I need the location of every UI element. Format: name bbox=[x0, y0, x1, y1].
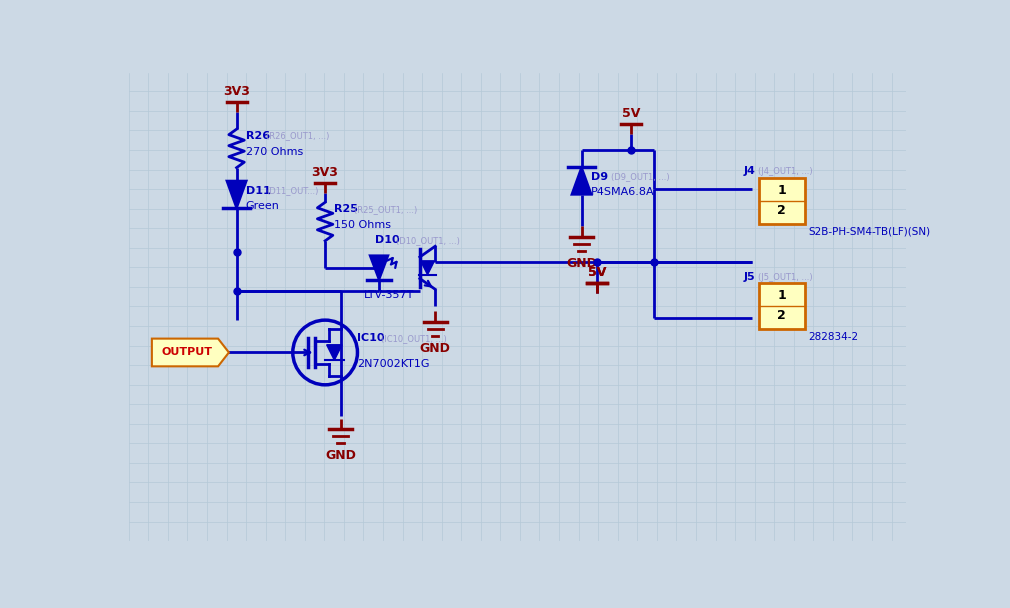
Text: D11: D11 bbox=[245, 186, 271, 196]
Text: (J4_OUT1, ...): (J4_OUT1, ...) bbox=[758, 167, 812, 176]
Polygon shape bbox=[420, 261, 434, 275]
Text: 270 Ohms: 270 Ohms bbox=[245, 147, 303, 157]
Text: OUTPUT: OUTPUT bbox=[161, 347, 212, 358]
Text: 1: 1 bbox=[778, 289, 786, 302]
Text: LTV-357T: LTV-357T bbox=[364, 290, 414, 300]
Text: P4SMA6.8A: P4SMA6.8A bbox=[591, 187, 654, 198]
Polygon shape bbox=[370, 255, 388, 280]
FancyBboxPatch shape bbox=[759, 178, 805, 224]
Text: 1: 1 bbox=[778, 184, 786, 196]
Text: 5V: 5V bbox=[588, 266, 606, 279]
Text: D9: D9 bbox=[591, 172, 608, 182]
Text: 2: 2 bbox=[778, 204, 786, 216]
Text: 150 Ohms: 150 Ohms bbox=[334, 221, 391, 230]
Text: GND: GND bbox=[566, 257, 597, 270]
Text: (R26_OUT1, ...): (R26_OUT1, ...) bbox=[266, 131, 329, 140]
Polygon shape bbox=[226, 181, 246, 209]
Text: Green: Green bbox=[245, 201, 280, 211]
Text: J4: J4 bbox=[743, 166, 755, 176]
Text: (R25_OUT1, ...): (R25_OUT1, ...) bbox=[355, 205, 418, 214]
Text: 2N7002KT1G: 2N7002KT1G bbox=[358, 359, 430, 368]
Text: D10: D10 bbox=[375, 235, 400, 244]
Text: (J5_OUT1, ...): (J5_OUT1, ...) bbox=[758, 272, 812, 282]
Text: GND: GND bbox=[325, 449, 356, 463]
FancyBboxPatch shape bbox=[759, 283, 805, 330]
Text: (D9_OUT1, ...): (D9_OUT1, ...) bbox=[611, 173, 670, 181]
Text: 282834-2: 282834-2 bbox=[808, 332, 858, 342]
Text: R25: R25 bbox=[334, 204, 359, 214]
Text: 5V: 5V bbox=[588, 266, 606, 279]
Text: R26: R26 bbox=[245, 131, 270, 141]
Text: (D10_OUT1, ...): (D10_OUT1, ...) bbox=[396, 236, 460, 244]
Text: 3V3: 3V3 bbox=[312, 166, 338, 179]
Text: (IC10_OUT1, ...): (IC10_OUT1, ...) bbox=[381, 334, 446, 344]
Text: 5V: 5V bbox=[621, 107, 640, 120]
Text: GND: GND bbox=[420, 342, 450, 354]
Text: 3V3: 3V3 bbox=[223, 85, 250, 98]
Text: IC10: IC10 bbox=[358, 333, 385, 344]
Polygon shape bbox=[572, 167, 592, 195]
Text: J5: J5 bbox=[744, 272, 755, 282]
Text: (D11_OUT...): (D11_OUT...) bbox=[266, 186, 318, 195]
Polygon shape bbox=[152, 339, 229, 367]
Text: 2: 2 bbox=[778, 309, 786, 322]
Polygon shape bbox=[326, 345, 342, 360]
Text: S2B-PH-SM4-TB(LF)(SN): S2B-PH-SM4-TB(LF)(SN) bbox=[808, 226, 930, 236]
